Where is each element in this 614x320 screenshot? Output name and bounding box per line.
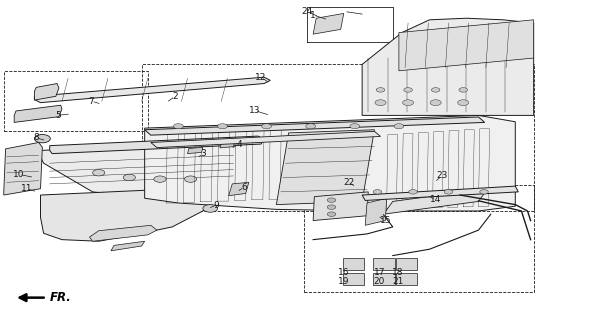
Text: 16: 16 (338, 268, 349, 277)
Text: 3: 3 (200, 149, 206, 158)
Circle shape (444, 190, 453, 194)
Polygon shape (90, 225, 157, 241)
Text: 24: 24 (301, 7, 313, 16)
Text: 14: 14 (430, 195, 441, 204)
Polygon shape (362, 18, 534, 116)
Circle shape (375, 100, 386, 106)
Polygon shape (343, 273, 364, 285)
Text: 6: 6 (242, 183, 247, 192)
Polygon shape (313, 192, 368, 220)
Text: 2: 2 (173, 92, 178, 101)
Text: 20: 20 (373, 276, 385, 285)
Circle shape (350, 124, 360, 129)
Circle shape (376, 88, 385, 92)
Polygon shape (396, 273, 418, 285)
Circle shape (262, 124, 271, 129)
Circle shape (203, 204, 217, 212)
Circle shape (34, 134, 50, 143)
Polygon shape (145, 117, 484, 135)
Polygon shape (384, 189, 488, 214)
Circle shape (306, 124, 316, 129)
Circle shape (432, 88, 440, 92)
Text: 12: 12 (255, 73, 266, 82)
Text: 9: 9 (214, 201, 219, 210)
Polygon shape (396, 258, 418, 270)
Polygon shape (362, 186, 518, 200)
Circle shape (394, 124, 404, 129)
Circle shape (154, 176, 166, 182)
Polygon shape (399, 20, 534, 71)
Circle shape (217, 124, 227, 129)
Polygon shape (313, 13, 344, 34)
Circle shape (173, 124, 183, 129)
Polygon shape (41, 141, 249, 195)
Text: 10: 10 (14, 170, 25, 179)
Polygon shape (343, 258, 364, 270)
Text: 15: 15 (379, 216, 391, 225)
Polygon shape (34, 84, 59, 100)
Polygon shape (41, 187, 227, 241)
Polygon shape (34, 77, 270, 103)
Text: 11: 11 (21, 184, 32, 193)
Circle shape (327, 212, 336, 216)
Polygon shape (365, 198, 387, 225)
Polygon shape (151, 131, 381, 148)
Polygon shape (373, 273, 395, 285)
Circle shape (430, 100, 441, 106)
Polygon shape (220, 141, 235, 148)
Circle shape (373, 190, 382, 194)
Polygon shape (145, 116, 515, 211)
Polygon shape (276, 130, 375, 204)
Text: 22: 22 (343, 178, 354, 187)
Circle shape (327, 205, 336, 209)
Polygon shape (373, 258, 395, 270)
Text: 8: 8 (33, 133, 39, 142)
Text: FR.: FR. (50, 291, 71, 304)
Text: 13: 13 (249, 106, 261, 115)
Circle shape (184, 176, 196, 182)
Text: 17: 17 (373, 268, 385, 277)
Polygon shape (228, 182, 249, 196)
Text: 7: 7 (88, 97, 94, 106)
Polygon shape (4, 142, 42, 195)
Circle shape (409, 190, 418, 194)
Polygon shape (50, 136, 264, 154)
Circle shape (93, 170, 105, 176)
Text: 23: 23 (436, 172, 448, 180)
Text: 4: 4 (237, 140, 243, 148)
Text: 5: 5 (55, 111, 61, 120)
Circle shape (457, 100, 468, 106)
Text: 1: 1 (310, 11, 316, 20)
Polygon shape (187, 147, 203, 154)
Circle shape (403, 100, 414, 106)
Circle shape (327, 198, 336, 202)
Text: 19: 19 (338, 276, 349, 285)
Circle shape (459, 88, 467, 92)
Circle shape (123, 174, 136, 181)
Text: 18: 18 (392, 268, 403, 277)
Polygon shape (14, 105, 62, 123)
Text: 21: 21 (392, 276, 403, 285)
Circle shape (480, 190, 488, 194)
Circle shape (404, 88, 413, 92)
Polygon shape (111, 241, 145, 251)
